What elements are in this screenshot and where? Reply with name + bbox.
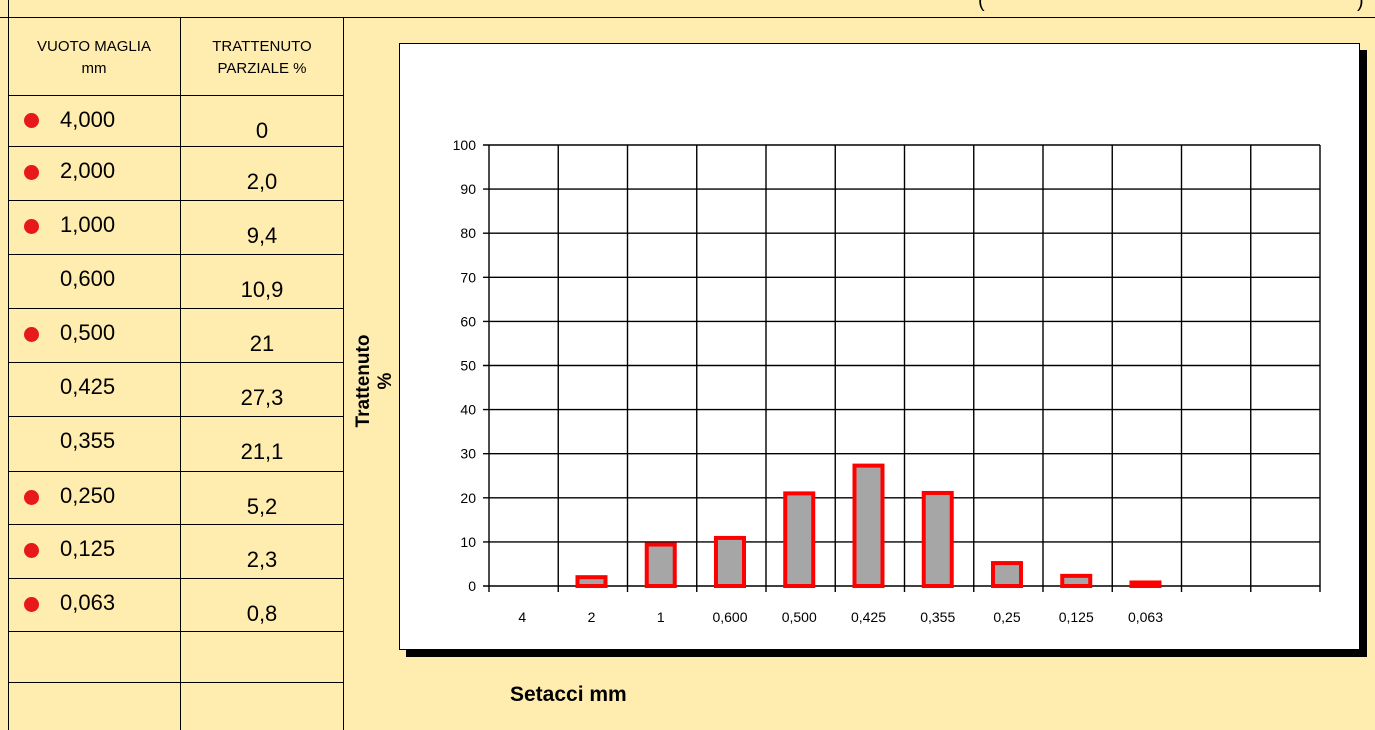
y-tick-label: 50 bbox=[460, 358, 476, 374]
red-dot-marker bbox=[24, 543, 39, 558]
x-tick-label: 0,425 bbox=[851, 609, 886, 625]
red-dot-marker bbox=[24, 112, 39, 128]
x-tick-label: 0,600 bbox=[712, 609, 747, 625]
table-horizontal-line bbox=[8, 146, 343, 147]
sieve-size-cell: 0,425 bbox=[60, 374, 116, 399]
sieve-size-cell: 4,000 bbox=[60, 107, 116, 132]
table-horizontal-line bbox=[8, 200, 343, 201]
table-vertical-line bbox=[343, 17, 344, 730]
red-dot-marker bbox=[24, 596, 39, 612]
table-vertical-line bbox=[180, 17, 181, 730]
retained-percent-cell: 2,3 bbox=[246, 547, 278, 572]
table-horizontal-line bbox=[8, 471, 343, 472]
table-horizontal-line bbox=[8, 578, 343, 579]
table-horizontal-line bbox=[8, 95, 343, 96]
sieve-size-cell: 1,000 bbox=[60, 212, 116, 237]
x-tick-label: 2 bbox=[588, 609, 596, 625]
y-tick-label: 20 bbox=[460, 490, 476, 506]
retained-percent-cell: 21 bbox=[249, 331, 275, 356]
y-tick-label: 90 bbox=[460, 181, 476, 197]
x-tick-label: 0,25 bbox=[993, 609, 1020, 625]
y-tick-label: 70 bbox=[460, 269, 476, 285]
y-tick-label: 80 bbox=[460, 225, 476, 241]
y-tick-label: 30 bbox=[460, 446, 476, 462]
column-header-trattenuto-parziale: TRATTENUTO PARZIALE % bbox=[212, 38, 312, 77]
table-horizontal-line bbox=[8, 631, 343, 632]
x-tick-label: 0,355 bbox=[920, 609, 955, 625]
table-horizontal-line bbox=[8, 362, 343, 363]
x-tick-label: 4 bbox=[518, 609, 526, 625]
red-dot-marker bbox=[24, 219, 39, 234]
table-horizontal-line bbox=[8, 524, 343, 525]
table-horizontal-line bbox=[8, 254, 343, 255]
retained-percent-cell: 10,9 bbox=[240, 277, 284, 302]
sieve-size-cell: 0,125 bbox=[60, 536, 116, 561]
table-horizontal-line bbox=[8, 682, 343, 683]
x-tick-label: 0,125 bbox=[1059, 609, 1094, 625]
retained-percent-cell: 0 bbox=[255, 118, 269, 143]
bar bbox=[852, 463, 885, 588]
column-header-vuoto-maglia: VUOTO MAGLIA mm bbox=[37, 38, 151, 77]
header-close-paren: ) bbox=[1357, 0, 1364, 12]
y-axis-label: Trattenuto % bbox=[353, 334, 396, 428]
retained-percent-cell: 21,1 bbox=[240, 439, 284, 464]
y-tick-label: 40 bbox=[460, 402, 476, 418]
retained-percent-cell: 5,2 bbox=[246, 494, 278, 519]
bar bbox=[575, 575, 608, 588]
bar bbox=[1129, 580, 1162, 588]
sieve-size-cell: 0,600 bbox=[60, 266, 116, 291]
retained-percent-cell: 9,4 bbox=[246, 223, 278, 248]
y-tick-label: 60 bbox=[460, 313, 476, 329]
retained-percent-cell: 2,0 bbox=[246, 169, 278, 194]
sieve-size-cell: 0,355 bbox=[60, 428, 116, 453]
red-dot-marker bbox=[24, 489, 39, 505]
y-tick-label: 0 bbox=[468, 578, 476, 594]
red-dot-marker bbox=[24, 327, 39, 342]
x-axis-label: Setacci mm bbox=[510, 683, 627, 706]
retained-percent-cell: 0,8 bbox=[246, 601, 278, 626]
x-tick-label: 0,063 bbox=[1128, 609, 1163, 625]
header-open-paren: ( bbox=[978, 0, 985, 12]
bar bbox=[644, 542, 677, 589]
red-dot-marker bbox=[24, 165, 39, 180]
table-horizontal-line bbox=[8, 416, 343, 417]
x-tick-label: 0,500 bbox=[782, 609, 817, 625]
sieve-size-cell: 2,000 bbox=[60, 158, 116, 183]
top-border-line bbox=[0, 17, 1375, 18]
bar bbox=[990, 561, 1023, 588]
y-tick-label: 100 bbox=[453, 137, 477, 153]
x-tick-label: 1 bbox=[657, 609, 665, 625]
table-horizontal-line bbox=[8, 308, 343, 309]
sieve-size-cell: 0,250 bbox=[60, 483, 116, 508]
sieve-size-cell: 0,500 bbox=[60, 320, 116, 345]
y-tick-label: 10 bbox=[460, 534, 476, 550]
bar bbox=[713, 535, 746, 589]
sieve-size-cell: 0,063 bbox=[60, 590, 116, 615]
bar bbox=[921, 490, 954, 589]
bar bbox=[783, 491, 816, 589]
table-vertical-line bbox=[8, 0, 9, 730]
retained-percent-cell: 27,3 bbox=[240, 385, 284, 410]
bar bbox=[1060, 573, 1093, 588]
